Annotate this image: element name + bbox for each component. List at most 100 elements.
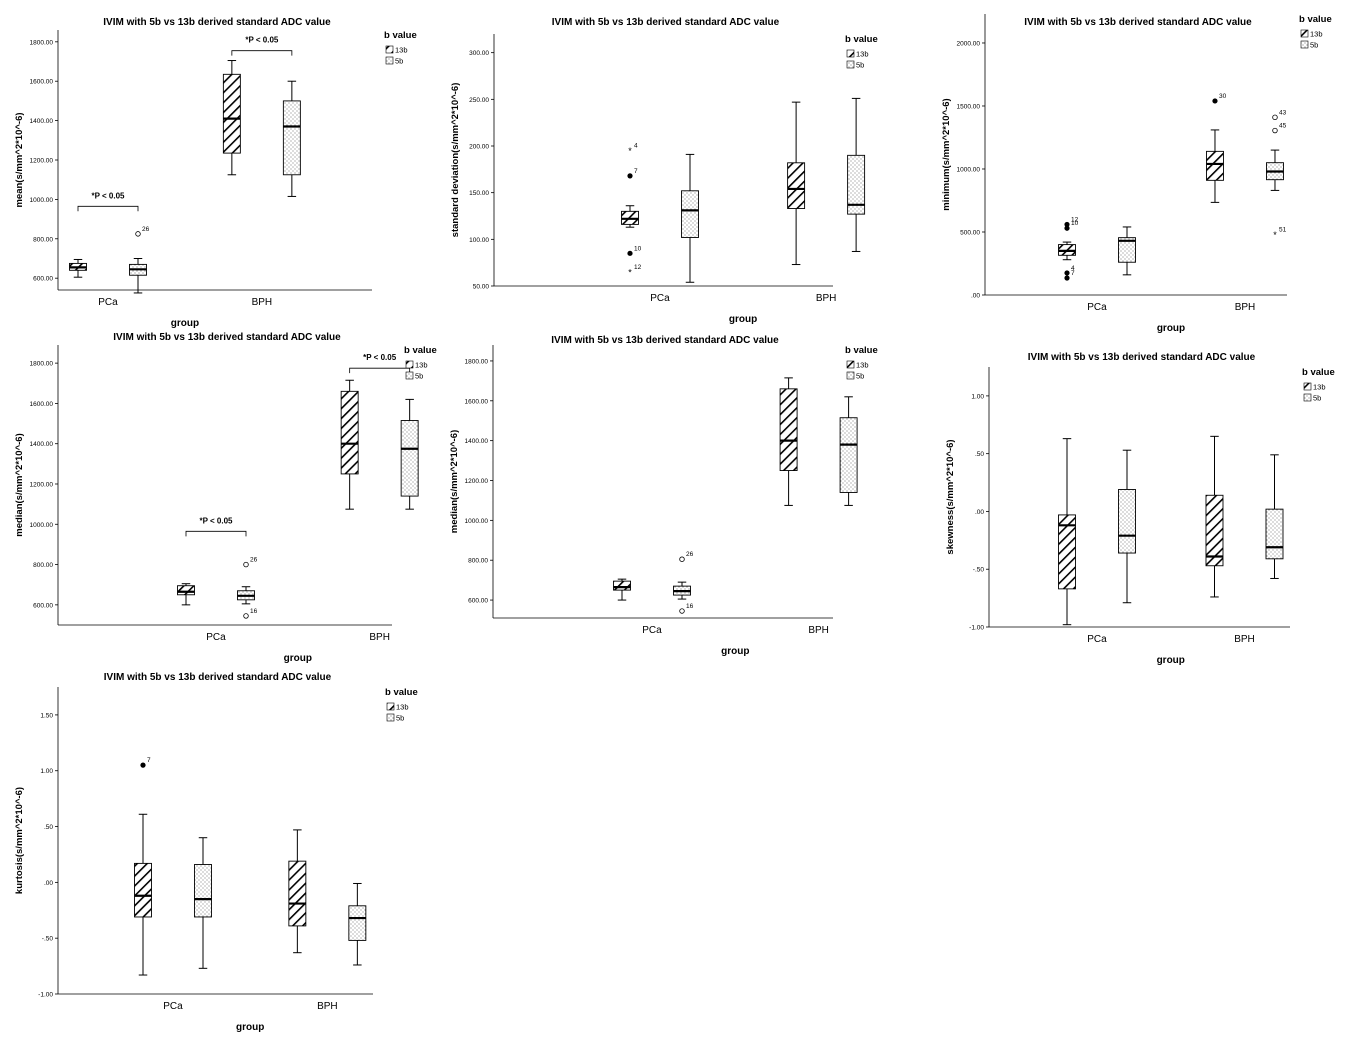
y-tick-label: 500.00 [960,229,980,236]
significance-bracket [77,205,139,212]
box-5b-PCa: 26 16 [237,557,258,619]
box-iqr [340,390,359,475]
legend-swatch [846,360,855,369]
y-tick-label: 1200.00 [465,478,489,485]
legend-label: 13b [1313,383,1326,392]
y-tick-label: .00 [971,293,980,300]
chart-title: IVIM with 5b vs 13b derived standard ADC… [551,335,779,346]
outlier-point [1272,127,1278,134]
x-tick-label: PCa [650,293,670,304]
y-axis-label: median(s/mm^2*10^-6) [14,433,25,537]
outlier-label: 51 [1279,227,1287,234]
outlier-point [1064,275,1070,281]
chart-panel-kurtosis: IVIM with 5b vs 13b derived standard ADC… [8,665,448,1050]
significance-label: *P < 0.05 [92,191,126,200]
chart-panel-standard-deviation: IVIM with 5b vs 13b derived standard ADC… [440,10,900,330]
outlier-point [627,173,633,179]
box-iqr [134,862,152,918]
box-iqr [839,417,858,493]
legend-swatch [846,60,855,69]
outlier-label: 10 [1071,220,1079,227]
y-tick-label: .00 [975,509,984,516]
legend-swatch [405,371,414,380]
outlier-point [1064,221,1070,228]
outlier-point [243,561,249,568]
outlier-label: 7 [1071,270,1075,277]
x-axis-label: group [236,1022,264,1033]
y-tick-label: .00 [44,880,53,887]
box-5b-BPH [847,97,866,252]
y-tick-label: 600.00 [468,598,488,605]
chart-title: IVIM with 5b vs 13b derived standard ADC… [1024,17,1252,28]
box-5b-BPH [839,396,858,506]
box-5b-PCa [194,837,212,969]
chart-title: IVIM with 5b vs 13b derived standard ADC… [104,672,332,683]
outlier-point [140,762,146,768]
chart-panel-skewness: IVIM with 5b vs 13b derived standard ADC… [940,345,1361,666]
legend-swatch [385,45,394,54]
chart-title: IVIM with 5b vs 13b derived standard ADC… [113,332,341,343]
significance-label: *P < 0.05 [245,36,279,45]
outlier-label: 26 [686,551,694,558]
outlier-point [679,608,685,614]
y-axis-label: median(s/mm^2*10^-6) [449,430,460,534]
y-axis-label: minimum(s/mm^2*10^-6) [941,98,952,210]
outlier-point [1212,98,1218,104]
y-tick-label: 2000.00 [957,40,981,47]
y-tick-label: 300.00 [469,50,489,57]
chart-panel-median-significance: IVIM with 5b vs 13b derived standard ADC… [8,325,448,665]
legend-swatch [405,360,414,369]
y-tick-label: 600.00 [33,602,53,609]
legend-label: 13b [396,703,409,712]
y-tick-label: 50.00 [473,284,490,291]
y-tick-label: .50 [975,451,984,458]
y-tick-label: -.50 [973,567,985,574]
box-13b-PCa [1058,438,1076,626]
box-5b-PCa [1118,226,1136,276]
box-5b-PCa [681,153,699,283]
y-tick-label: -1.00 [969,625,984,632]
outlier-label: 4 [1071,265,1075,272]
box-iqr [1118,237,1136,263]
y-tick-label: 1600.00 [30,401,54,408]
box-13b-BPH [222,60,241,176]
box-13b-BPH [1205,435,1224,598]
y-tick-label: 1800.00 [465,358,489,365]
y-tick-label: 1400.00 [30,441,54,448]
box-iqr [194,864,212,918]
legend-label: 13b [1310,30,1323,39]
box-13b-PCa [613,578,631,601]
significance-bracket [185,530,247,537]
outlier-point: * [628,146,632,156]
chart-svg: IVIM with 5b vs 13b derived standard ADC… [14,17,417,329]
chart-svg: IVIM with 5b vs 13b derived standard ADC… [14,672,418,1033]
x-tick-label: PCa [1087,302,1107,313]
outlier-label: 45 [1279,123,1287,130]
legend-label: 13b [856,50,869,59]
chart-title: IVIM with 5b vs 13b derived standard ADC… [1028,352,1256,363]
box-iqr [288,860,307,927]
legend-label: 13b [856,361,869,370]
x-axis-label: group [284,653,312,664]
y-tick-label: 1.00 [40,768,53,775]
y-tick-label: 1000.00 [465,518,489,525]
box-iqr [787,162,806,209]
legend-swatch [385,56,394,65]
box-5b-PCa: 26 16 [673,551,694,614]
box-iqr [222,73,241,154]
outlier-point [243,613,249,619]
y-tick-label: -.50 [42,936,54,943]
y-tick-label: 1400.00 [30,118,54,125]
box-5b-PCa: 26 [129,226,150,294]
box-iqr [613,580,631,591]
box-iqr [1265,508,1284,560]
box-iqr [282,100,301,176]
y-tick-label: 1600.00 [30,79,54,86]
box-13b-BPH [787,101,806,266]
box-iqr [177,585,195,596]
legend-label: 5b [395,57,403,66]
legend-swatch [846,371,855,380]
legend-swatch [1303,393,1312,402]
y-tick-label: 600.00 [33,276,53,283]
